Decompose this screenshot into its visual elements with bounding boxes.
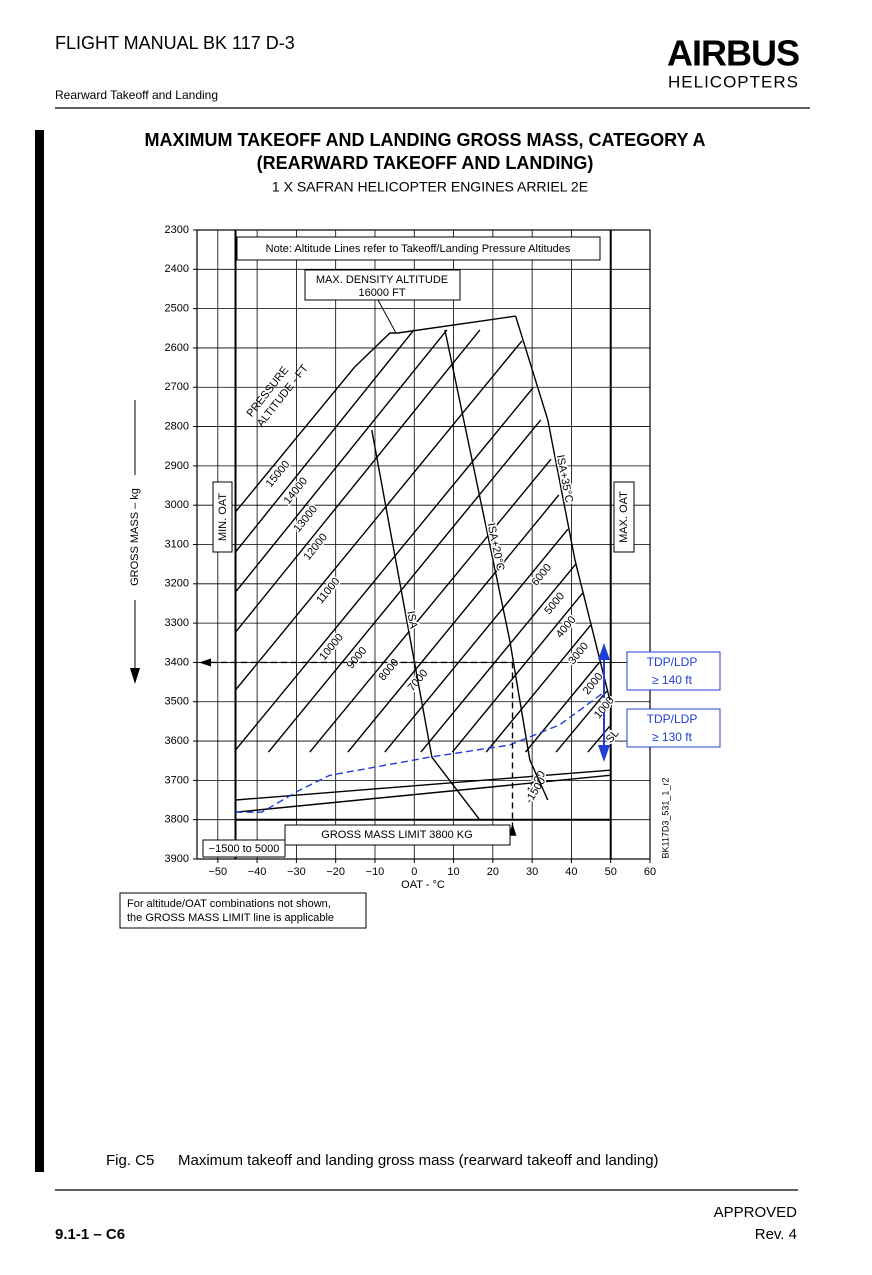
y-tick-label: 2300 <box>165 224 189 236</box>
footnote-box <box>119 892 367 929</box>
data-line <box>234 329 415 553</box>
x-tick-label: −30 <box>287 866 306 878</box>
data-line <box>347 494 560 753</box>
density-box <box>304 269 461 301</box>
x-tick-label: −20 <box>326 866 345 878</box>
data-line <box>309 458 552 753</box>
tdp-box <box>626 708 721 748</box>
y-tick-label: 2900 <box>165 460 189 472</box>
y-tick-label: 3400 <box>165 656 189 668</box>
y-tick-label: 3600 <box>165 735 189 747</box>
logo: AIRBUS <box>667 33 799 74</box>
data-line <box>485 624 592 753</box>
y-tick-label: 3500 <box>165 696 189 708</box>
density-label: MAX. DENSITY ALTITUDE <box>316 274 448 286</box>
data-line <box>234 366 356 513</box>
y-tick-label: 3300 <box>165 617 189 629</box>
data-line <box>555 690 608 753</box>
y-tick-label: 2700 <box>165 381 189 393</box>
tdp-height: ≥ 140 ft <box>652 673 693 687</box>
chart-title: MAXIMUM TAKEOFF AND LANDING GROSS MASS, … <box>145 130 706 150</box>
data-line <box>514 315 611 701</box>
logo-sub: HELICOPTERS <box>668 72 799 91</box>
max-oat-label: MAX. OAT <box>618 491 630 543</box>
revision: Rev. 4 <box>755 1226 797 1243</box>
y-tick-label: 2600 <box>165 342 189 354</box>
x-tick-label: 60 <box>644 866 656 878</box>
y-tick-label: 3900 <box>165 853 189 865</box>
y-tick-label: 3100 <box>165 538 189 550</box>
arrow-head <box>199 658 211 667</box>
caption-text: Maximum takeoff and landing gross mass (… <box>178 1152 659 1169</box>
data-line <box>267 419 542 753</box>
section-title: Rearward Takeoff and Landing <box>55 88 218 102</box>
x-tick-label: −40 <box>248 866 267 878</box>
density-label: 16000 FT <box>358 287 405 299</box>
data-line <box>384 528 569 753</box>
x-tick-label: 0 <box>411 866 417 878</box>
footnote: For altitude/OAT combinations not shown, <box>127 898 331 910</box>
data-line <box>234 329 448 593</box>
data-line <box>235 769 610 801</box>
min-oat-label: MIN. OAT <box>217 493 229 541</box>
arrow-head <box>130 668 140 684</box>
y-tick-label: 3200 <box>165 578 189 590</box>
change-bar <box>35 130 44 1172</box>
y-tick-label: 2500 <box>165 303 189 315</box>
footnote: the GROSS MASS LIMIT line is applicable <box>127 912 334 924</box>
figure-id: BK117D3_531_1_r2 <box>660 778 670 859</box>
data-line <box>524 661 601 753</box>
page-number: 9.1-1 – C6 <box>55 1226 125 1243</box>
data-line <box>234 387 534 751</box>
x-tick-label: −50 <box>208 866 227 878</box>
mass-limit-box <box>284 824 511 846</box>
min-oat-box <box>212 481 233 553</box>
approval: APPROVED <box>714 1204 798 1221</box>
data-line <box>234 329 481 633</box>
data-line <box>451 592 584 753</box>
chart-title: (REARWARD TAKEOFF AND LANDING) <box>257 153 594 173</box>
manual-title: FLIGHT MANUAL BK 117 D-3 <box>55 33 295 53</box>
chart-subtitle: 1 X SAFRAN HELICOPTER ENGINES ARRIEL 2E <box>272 179 588 195</box>
data-line <box>235 774 610 813</box>
max-oat-box <box>613 481 635 553</box>
y-axis-label: GROSS MASS – kg <box>129 488 141 586</box>
tdp-height: ≥ 130 ft <box>652 730 693 744</box>
data-line <box>444 329 549 801</box>
data-line <box>235 692 604 813</box>
x-tick-label: 50 <box>605 866 617 878</box>
x-tick-label: 40 <box>565 866 577 878</box>
data-line <box>354 315 516 368</box>
x-tick-label: 10 <box>447 866 459 878</box>
tdp-box <box>626 651 721 691</box>
y-tick-label: 3800 <box>165 814 189 826</box>
y-tick-label: 2800 <box>165 420 189 432</box>
y-tick-label: 2400 <box>165 263 189 275</box>
arrow-head <box>598 745 610 762</box>
note: Note: Altitude Lines refer to Takeoff/La… <box>266 243 571 255</box>
y-tick-label: 3700 <box>165 774 189 786</box>
x-axis-label: OAT - °C <box>401 879 445 891</box>
plot-frame <box>196 229 651 860</box>
y-tick-label: 3000 <box>165 499 189 511</box>
tdp-title: TDP/LDP <box>647 712 698 726</box>
data-line <box>234 340 523 691</box>
caption-number: Fig. C5 <box>106 1152 154 1169</box>
temperature-label: ISA <box>404 610 419 630</box>
data-line <box>371 429 481 821</box>
data-line <box>587 725 611 753</box>
arrow-head <box>598 643 610 660</box>
x-tick-label: 20 <box>487 866 499 878</box>
x-tick-label: −10 <box>366 866 385 878</box>
note-box <box>236 236 601 261</box>
x-tick-label: 30 <box>526 866 538 878</box>
pointer <box>377 299 397 334</box>
data-line <box>420 563 577 753</box>
range-label: −1500 to 5000 <box>209 843 280 855</box>
tdp-title: TDP/LDP <box>647 655 698 669</box>
range-box <box>202 839 286 858</box>
mass-limit-label: GROSS MASS LIMIT 3800 KG <box>321 829 472 841</box>
